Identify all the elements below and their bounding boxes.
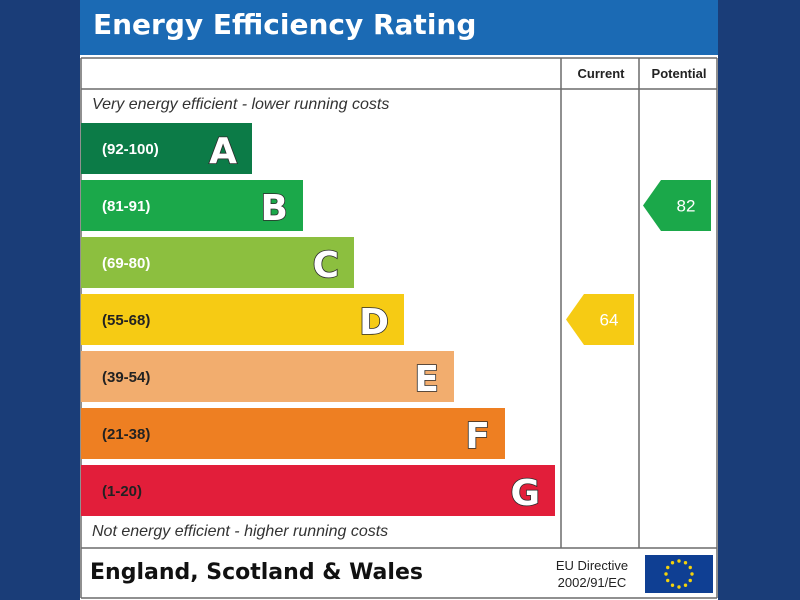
band-letter: D bbox=[359, 302, 389, 343]
eu-star-icon bbox=[688, 565, 692, 570]
band-f bbox=[81, 408, 505, 459]
potential-rating-value: 82 bbox=[677, 197, 696, 216]
band-letter: A bbox=[209, 131, 237, 172]
eu-star-icon bbox=[690, 572, 694, 576]
rating-graphic: (92-100) A (81-91) B (69-80) C (55-68) D (39-54)… bbox=[80, 57, 718, 599]
band-a bbox=[81, 123, 252, 174]
band-range-label: (81-91) bbox=[102, 198, 150, 215]
potential-rating-arrow bbox=[643, 180, 711, 231]
eu-star-icon bbox=[683, 583, 688, 587]
chart-title: Energy Efficiency Rating bbox=[93, 8, 477, 41]
eu-star-icon bbox=[688, 578, 692, 583]
caption-bottom: Not energy efficient - higher running co… bbox=[92, 523, 389, 540]
header-bar: Energy Efficiency Rating bbox=[80, 0, 718, 55]
band-d bbox=[81, 294, 404, 345]
eu-star-icon bbox=[664, 572, 668, 576]
epc-chart: Energy Efficiency Rating (92-100) A (81-91… bbox=[80, 0, 718, 600]
band-range-label: (69-80) bbox=[102, 255, 150, 272]
band-range-label: (21-38) bbox=[102, 426, 150, 443]
band-g bbox=[81, 465, 555, 516]
band-b bbox=[81, 180, 303, 231]
eu-directive-label: EU Directive 2002/91/EC bbox=[546, 557, 638, 591]
eu-star-icon bbox=[666, 565, 670, 570]
current-rating-arrow bbox=[566, 294, 634, 345]
band-letter: C bbox=[313, 245, 339, 286]
band-range-label: (39-54) bbox=[102, 369, 150, 386]
caption-top: Very energy efficient - lower running co… bbox=[92, 96, 390, 113]
band-letter: E bbox=[414, 359, 439, 400]
band-letter: G bbox=[510, 473, 540, 514]
eu-directive-line2: 2002/91/EC bbox=[557, 575, 627, 590]
potential-column-header: Potential bbox=[651, 66, 707, 81]
eu-star-icon bbox=[677, 585, 681, 589]
eu-star-icon bbox=[683, 561, 688, 565]
region-label: England, Scotland & Wales bbox=[90, 560, 423, 585]
current-rating-value: 64 bbox=[600, 311, 619, 330]
band-range-label: (1-20) bbox=[102, 483, 142, 500]
eu-star-icon bbox=[670, 561, 675, 565]
eu-star-icon bbox=[670, 583, 675, 587]
band-letter: F bbox=[465, 416, 490, 457]
band-letter: B bbox=[261, 188, 288, 229]
band-range-label: (92-100) bbox=[102, 141, 159, 158]
band-range-label: (55-68) bbox=[102, 312, 150, 329]
eu-directive-line1: EU Directive bbox=[555, 558, 629, 573]
band-e bbox=[81, 351, 454, 402]
eu-star-icon bbox=[677, 559, 681, 563]
band-c bbox=[81, 237, 354, 288]
current-column-header: Current bbox=[577, 66, 625, 81]
eu-star-icon bbox=[666, 578, 670, 583]
